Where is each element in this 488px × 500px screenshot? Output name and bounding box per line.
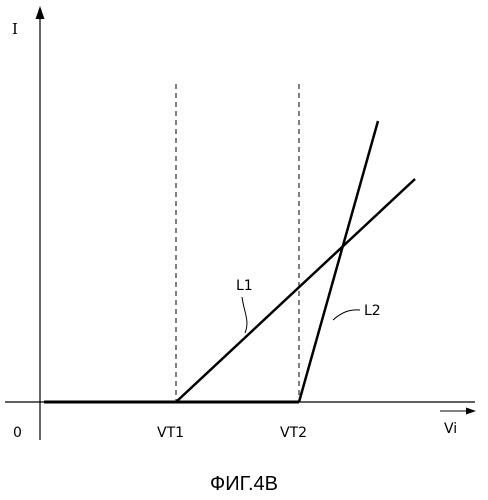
x-axis-label-arrowhead (466, 408, 476, 415)
curve-l2 (299, 121, 378, 402)
x-axis-label: Vi (444, 421, 457, 437)
vt1-label: VT1 (157, 425, 184, 441)
curve-l1 (176, 179, 415, 402)
origin-label: 0 (13, 425, 22, 441)
vt2-label: VT2 (280, 425, 307, 441)
l1-leader-line (242, 297, 247, 333)
y-axis-label: I (12, 20, 18, 38)
figure-caption: ФИГ.4B (210, 473, 278, 495)
y-axis-arrowhead (36, 6, 45, 19)
l2-leader-line (333, 310, 360, 320)
l1-label: L1 (236, 278, 253, 294)
l2-label: L2 (364, 303, 381, 319)
